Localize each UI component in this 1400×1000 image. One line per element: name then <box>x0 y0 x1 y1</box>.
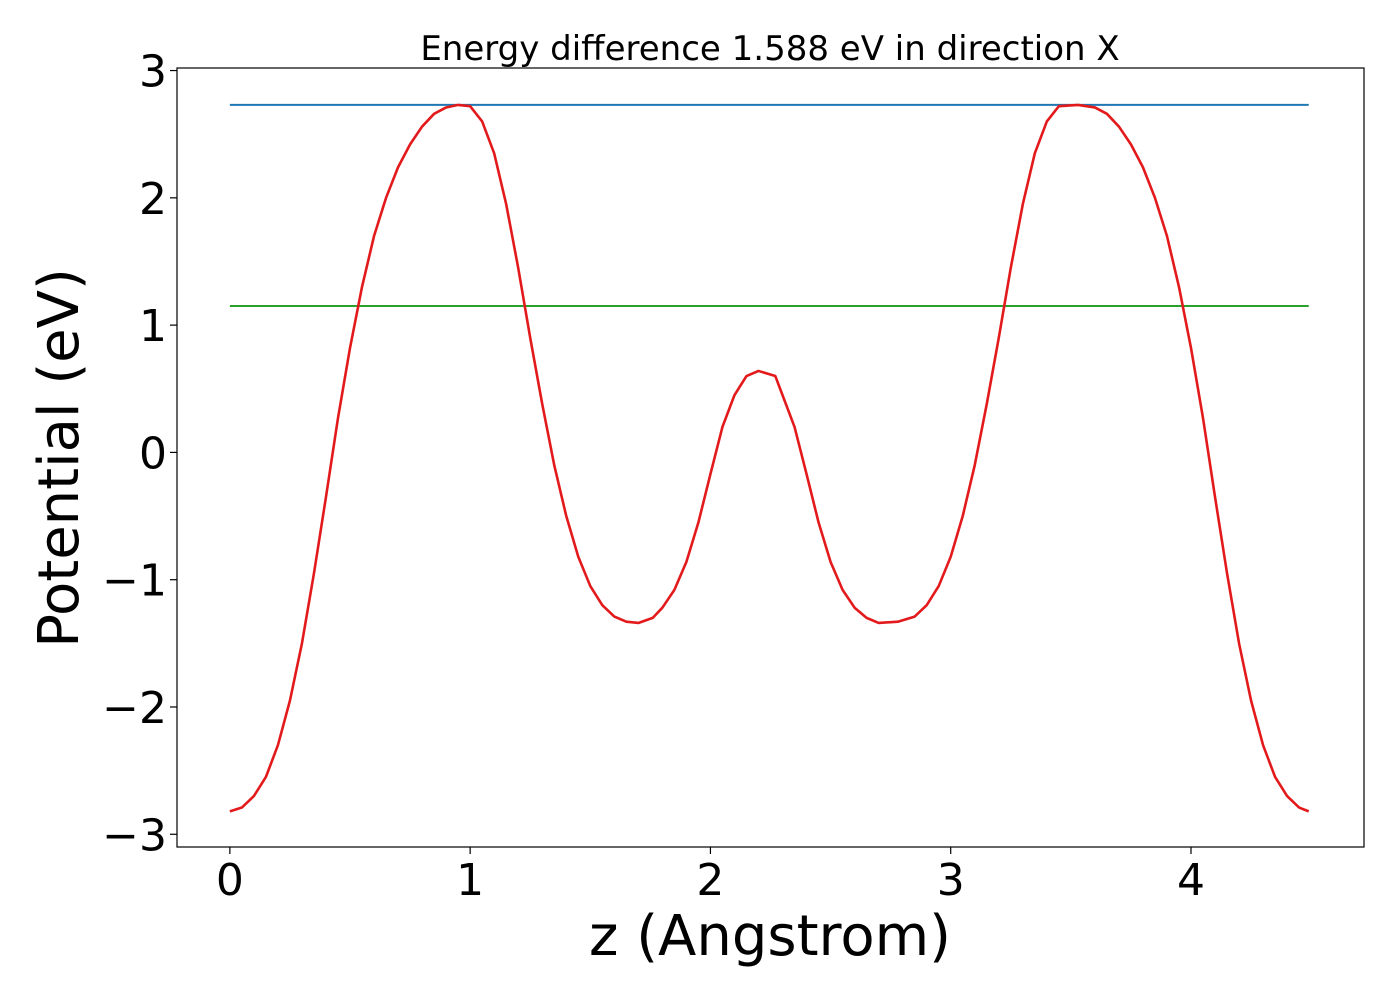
plot-lines <box>229 103 1310 813</box>
y-tick-label: −2 <box>102 683 167 734</box>
y-tick-label: 3 <box>139 47 167 98</box>
x-axis-label: z (Angstrom) <box>589 904 951 969</box>
plot-frame <box>176 67 1365 848</box>
y-tick-label: 1 <box>139 301 167 352</box>
x-axis: 0 1 2 3 4 <box>216 847 1205 906</box>
y-tick-label: −1 <box>102 556 167 607</box>
y-axis-label: Potential (eV) <box>27 268 92 648</box>
x-tick-label: 0 <box>216 855 244 906</box>
x-tick-label: 2 <box>696 855 724 906</box>
x-tick-label: 4 <box>1177 855 1205 906</box>
x-tick-label: 3 <box>937 855 965 906</box>
y-tick-label: 2 <box>139 174 167 225</box>
potential-curve <box>229 103 1310 813</box>
chart-title: Energy difference 1.588 eV in direction … <box>420 29 1119 69</box>
y-axis: −3 −2 −1 0 1 2 3 <box>102 47 177 861</box>
y-tick-label: 0 <box>139 428 167 479</box>
y-tick-label: −3 <box>102 810 167 861</box>
x-tick-label: 1 <box>456 855 484 906</box>
